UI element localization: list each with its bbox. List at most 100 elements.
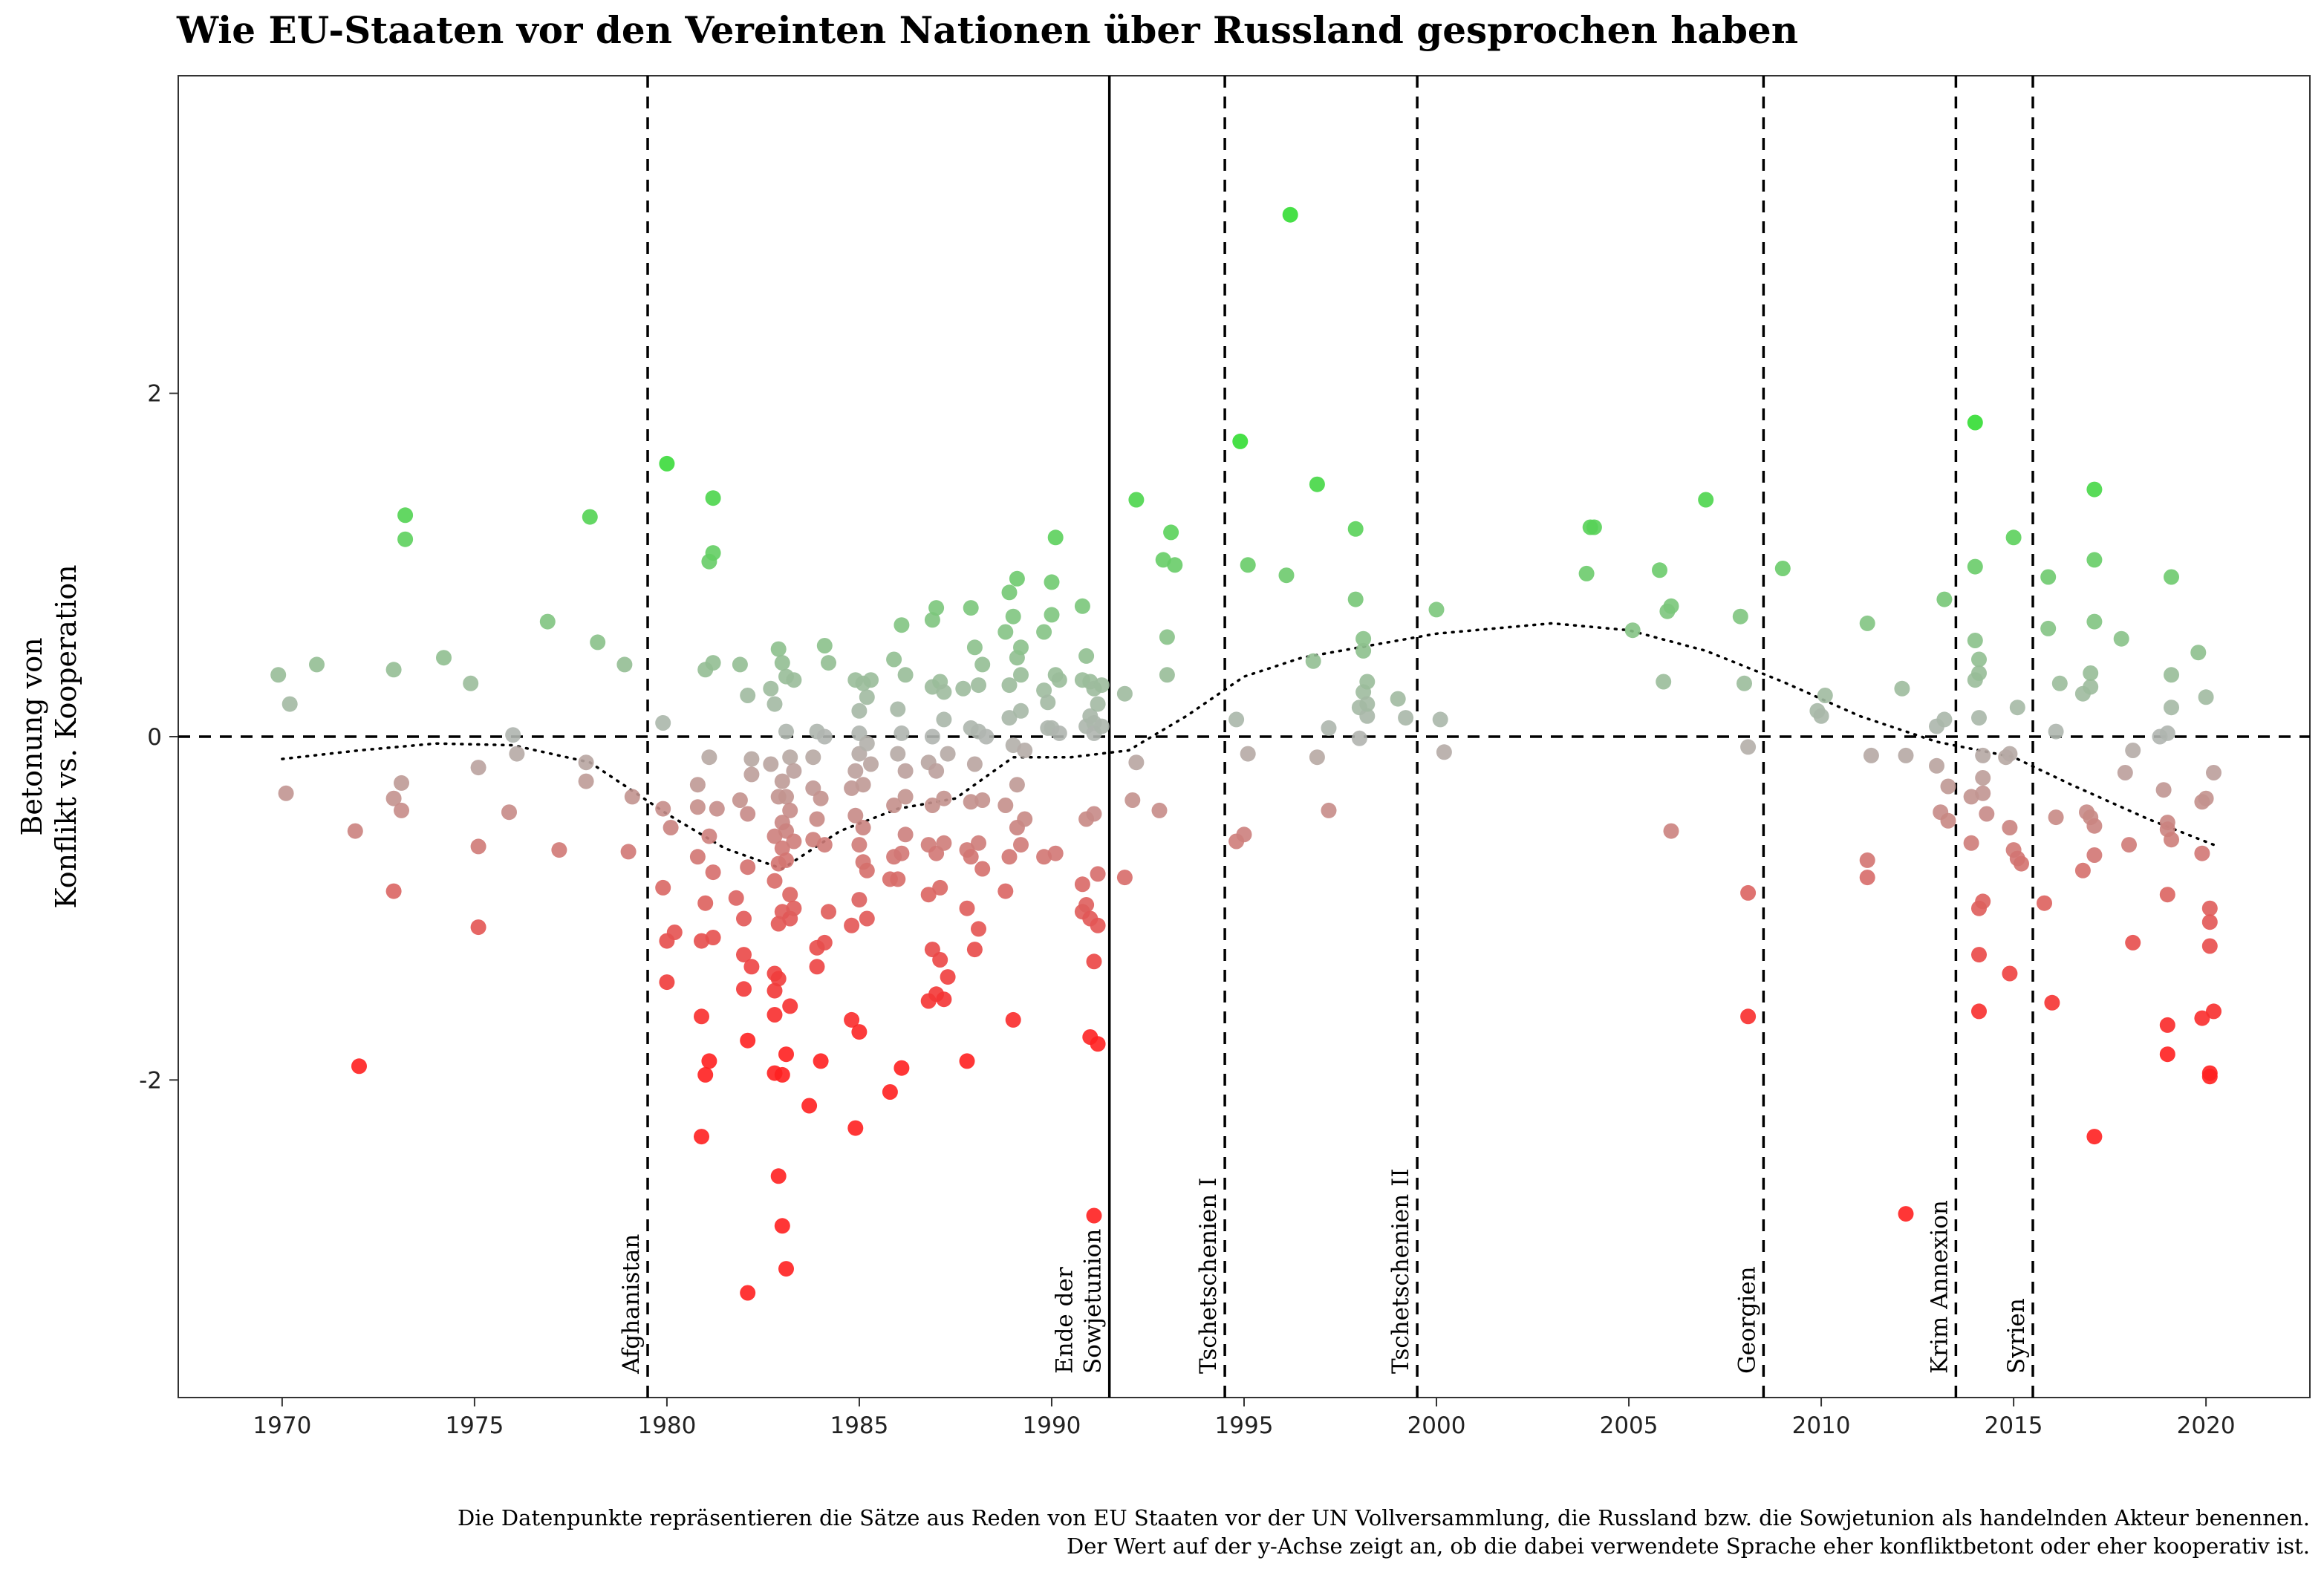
data-point [782,887,798,903]
data-point [1240,557,1256,573]
data-point [2190,645,2207,661]
y-axis-title: Konflikt vs. Kooperation [50,564,82,908]
data-point [821,655,836,671]
data-point [786,672,802,688]
data-point [1740,1008,1757,1025]
data-point [1740,739,1757,755]
data-point [890,701,906,717]
data-point [2155,782,2172,798]
data-point [1090,866,1106,882]
data-point [770,1168,787,1184]
data-point [766,873,783,889]
data-point [743,766,760,783]
data-point [1971,710,1987,726]
data-point [890,871,906,887]
data-point [859,689,875,705]
data-point [920,887,937,903]
x-tick-label: 2005 [1600,1412,1659,1439]
data-point [1093,718,1110,734]
data-point [1737,675,1752,691]
data-point [385,790,402,806]
data-point [1240,746,1256,762]
data-point [1086,1207,1102,1224]
data-point [782,749,798,766]
data-point [701,749,717,766]
data-point [997,624,1014,640]
data-point [1044,607,1060,623]
data-point [705,930,721,945]
y-axis-title: Betonung von [16,637,48,835]
data-point [470,838,486,855]
data-point [1093,677,1110,694]
data-point [778,723,794,740]
data-point [851,837,868,853]
data-point [805,749,821,766]
data-point [1001,677,1018,694]
data-point [743,959,760,975]
data-point [2206,1003,2222,1020]
data-point [966,639,983,656]
data-point [1128,754,1145,771]
data-point [463,675,479,691]
event-label: Sowjetunion [1080,1229,1107,1374]
data-point [863,756,879,772]
data-point [2164,700,2179,716]
data-point [1351,730,1367,746]
data-point [882,1084,898,1100]
data-point [1624,622,1641,639]
data-point [851,702,868,719]
data-point [2086,481,2103,498]
data-point [770,641,787,657]
data-point [1090,917,1106,933]
data-point [2125,934,2141,951]
data-point [971,677,986,694]
data-point [705,545,721,561]
data-point [1074,598,1090,614]
data-point [766,982,783,999]
x-tick-label: 2000 [1407,1412,1466,1439]
data-point [774,773,790,789]
data-point [732,656,748,673]
data-point [782,998,798,1014]
event-label: Tschetschenien I [1195,1178,1222,1374]
data-point [1228,711,1245,728]
data-point [1151,802,1168,818]
data-point [855,820,871,835]
data-point [1017,811,1033,827]
data-point [2014,855,2029,872]
data-point [1001,849,1018,865]
data-point [886,798,902,813]
x-tick-label: 2020 [2177,1412,2236,1439]
data-point [1359,674,1376,690]
data-point [1090,1036,1106,1052]
data-point [809,811,825,827]
data-point [774,1066,790,1083]
caption-line-2: Der Wert auf der y-Achse zeigt an, ob di… [1067,1533,2310,1559]
data-point [978,728,995,745]
data-point [1656,674,1672,690]
data-point [436,650,452,666]
data-point [2005,529,2022,546]
data-point [689,799,706,815]
data-point [763,756,779,772]
data-point [928,600,945,616]
y-tick-label: 0 [147,724,162,751]
data-point [778,1046,794,1063]
data-point [1116,685,1133,702]
data-point [1036,682,1052,699]
data-point [1859,870,1875,886]
data-point [2040,569,2057,585]
data-point [347,823,363,839]
data-point [855,777,871,793]
data-point [966,942,983,958]
data-point [963,600,979,616]
data-point [2121,837,2137,853]
caption-line-1: Die Datenpunkte repräsentieren die Sätze… [458,1505,2310,1530]
data-point [1116,870,1133,886]
data-point [1975,893,1991,910]
data-point [740,688,756,703]
data-point [1936,591,1953,607]
data-point [2002,746,2018,762]
data-point [763,680,779,697]
data-point [1432,711,1448,728]
